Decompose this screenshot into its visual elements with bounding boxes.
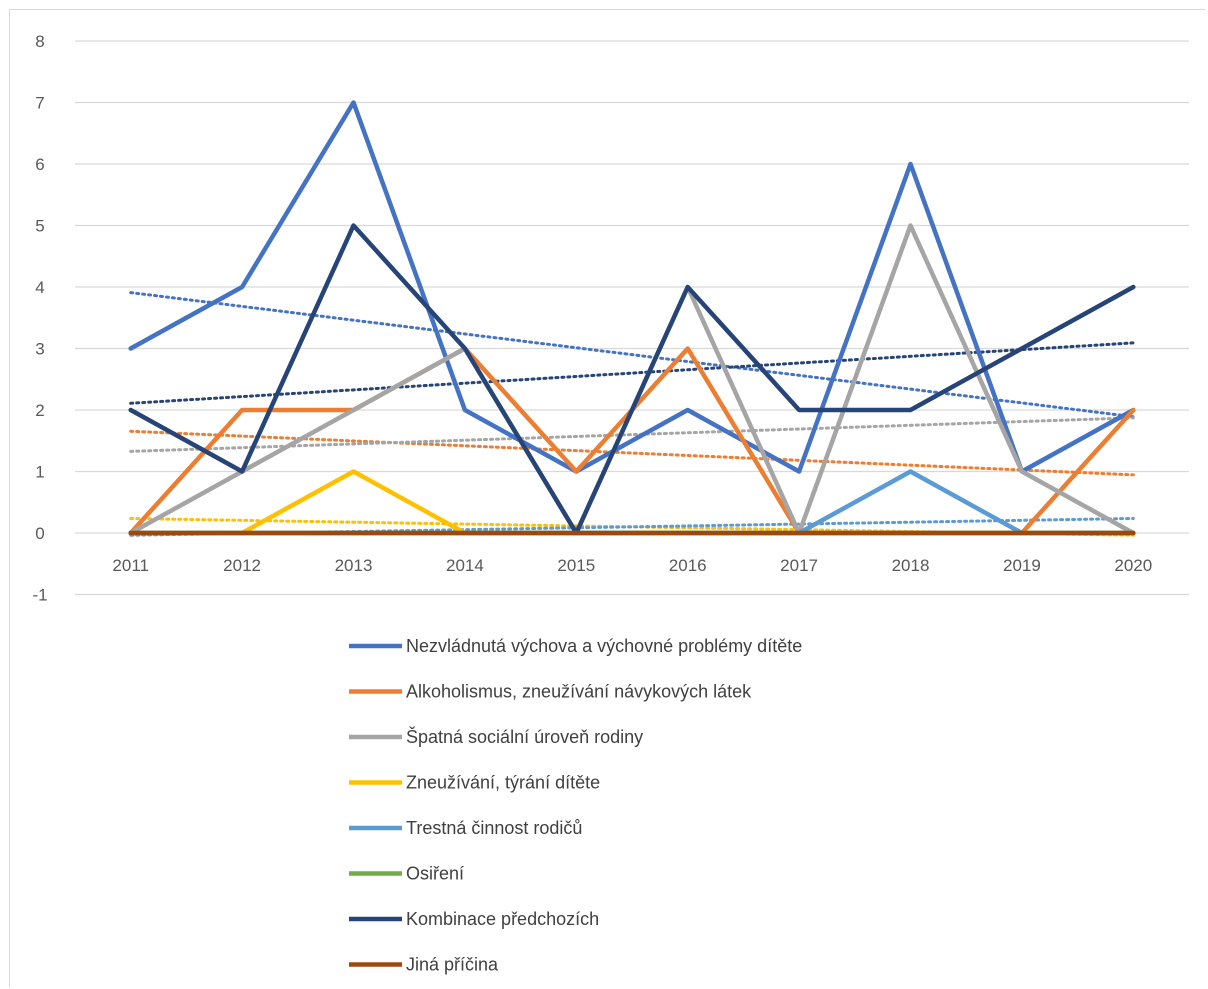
y-tick-label: 7 — [35, 94, 44, 113]
x-tick-label: 2020 — [1114, 556, 1152, 575]
y-axis-labels: -1 0 1 2 3 4 5 6 7 8 — [32, 32, 47, 605]
series-line — [128, 223, 1136, 536]
trendline — [129, 429, 1135, 477]
y-tick-label: -1 — [32, 586, 47, 605]
x-tick-label: 2013 — [335, 556, 373, 575]
x-tick-label: 2011 — [112, 556, 149, 575]
legend-label: Trestná činnost rodičů — [406, 818, 582, 838]
y-tick-label: 8 — [35, 32, 44, 51]
legend-label: Kombinace předchozích — [406, 909, 599, 929]
legend-label: Špatná sociální úroveň rodiny — [406, 726, 643, 747]
legend-label: Jiná příčina — [406, 955, 499, 975]
gridlines — [75, 40, 1189, 596]
legend-label: Osiření — [406, 864, 464, 884]
series-line — [128, 100, 1136, 474]
x-tick-label: 2016 — [669, 556, 707, 575]
y-tick-label: 4 — [35, 278, 44, 297]
y-tick-label: 3 — [35, 340, 44, 359]
y-tick-label: 0 — [35, 524, 44, 543]
y-tick-label: 2 — [35, 401, 44, 420]
legend-label: Nezvládnutá výchova a výchovné problémy … — [406, 636, 802, 656]
y-tick-label: 6 — [35, 155, 44, 174]
series-line — [128, 223, 1136, 536]
y-tick-label: 1 — [35, 463, 44, 482]
series-line — [128, 469, 1136, 536]
trendline — [129, 291, 1135, 419]
chart-frame — [9, 9, 1205, 987]
x-tick-label: 2018 — [892, 556, 930, 575]
x-tick-label: 2014 — [446, 556, 484, 575]
x-axis-labels: 2011 2012 2013 2014 2015 2016 2017 2018 2019 2020 — [112, 556, 1152, 575]
x-tick-label: 2019 — [1003, 556, 1041, 575]
trendline — [129, 341, 1135, 405]
legend-label: Zneužívání, týrání dítěte — [406, 773, 600, 793]
series-line — [128, 469, 1136, 536]
x-tick-label: 2012 — [223, 556, 261, 575]
trendline — [129, 416, 1135, 453]
x-tick-label: 2015 — [557, 556, 595, 575]
legend-label: Alkoholismus, zneužívání návykových láte… — [406, 682, 752, 702]
x-tick-label: 2017 — [780, 556, 818, 575]
legend: Nezvládnutá výchova a výchovné problémy … — [349, 636, 802, 975]
series-lines — [128, 100, 1136, 536]
y-tick-label: 5 — [35, 217, 44, 236]
